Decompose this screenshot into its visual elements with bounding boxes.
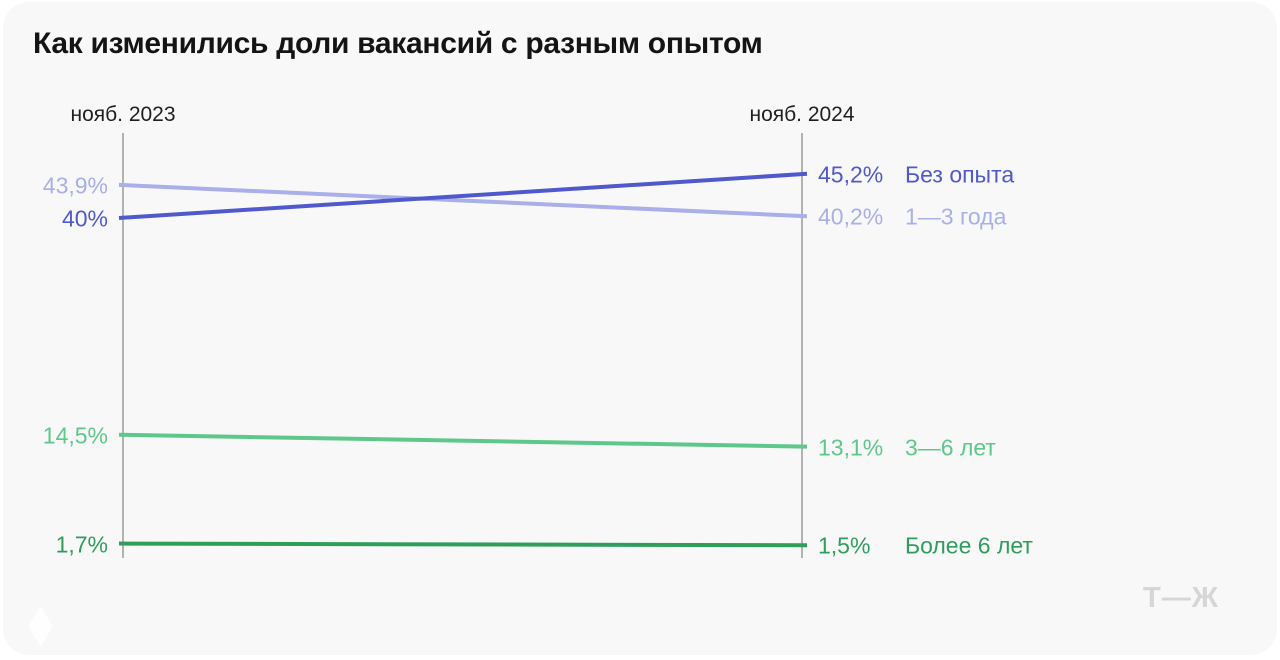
column-header-2023: нояб. 2023 [70,103,176,126]
series-name-label-2: 3—6 лет [905,434,996,461]
series-line-0 [118,182,808,219]
value-label-end-0: 40,2% [818,203,884,230]
chart-title: Как изменились доли вакансий с разным оп… [33,27,763,60]
tj-logo: Т—Ж [1143,582,1219,614]
value-label-start-3: 1,7% [55,531,108,558]
series-name-label-0: 1—3 года [905,203,1007,230]
value-label-end-3: 1,5% [818,532,871,559]
value-label-start-2: 14,5% [42,422,108,449]
series-name-label-1: Без опыта [905,161,1015,188]
series-line-2 [118,432,808,449]
series-name-label-3: Более 6 лет [905,532,1033,559]
column-header-2024: нояб. 2024 [749,103,855,126]
value-label-start-0: 43,9% [42,172,108,199]
series-line-1 [118,171,808,220]
value-label-end-1: 45,2% [818,161,884,188]
value-label-end-2: 13,1% [818,434,884,461]
series-line-3 [118,541,808,548]
value-label-start-1: 40% [61,205,108,232]
